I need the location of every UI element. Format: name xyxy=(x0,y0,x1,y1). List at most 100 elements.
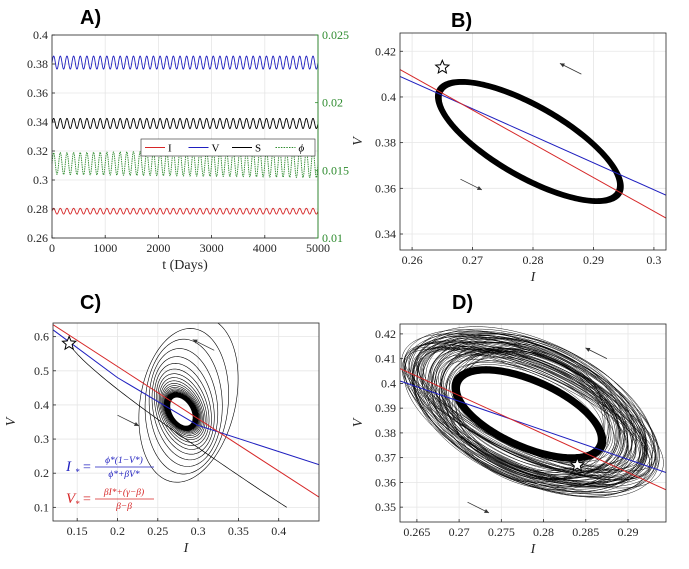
chaotic-trajectory xyxy=(413,334,642,485)
equation-denominator: ϕ*+βV* xyxy=(108,470,140,480)
x-tick-label: 1000 xyxy=(93,241,117,255)
y-tick-label: 0.39 xyxy=(375,401,396,415)
y-tick-label: 0.4 xyxy=(34,398,49,412)
chaotic-trajectory xyxy=(408,342,653,481)
chaotic-trajectory xyxy=(408,336,647,486)
x-tick-label: 2000 xyxy=(146,241,170,255)
y2-tick-label: 0.02 xyxy=(322,96,343,110)
legend-label-V: V xyxy=(212,143,220,155)
y-tick-label: 0.35 xyxy=(375,500,396,514)
chaotic-trajectory xyxy=(401,333,657,487)
legend-label-ϕ: ϕ xyxy=(299,143,305,155)
chaotic-trajectory xyxy=(440,359,628,467)
trajectory xyxy=(68,343,287,508)
y-tick-label: 0.4 xyxy=(381,90,396,104)
x-tick-label: 0.265 xyxy=(403,525,430,539)
chaotic-trajectory xyxy=(438,354,632,466)
y-tick-label: 0.4 xyxy=(33,28,48,42)
x-axis-label: I xyxy=(183,541,190,556)
inner-ring xyxy=(451,366,607,462)
chaotic-trajectory xyxy=(443,349,618,480)
chaotic-trajectory xyxy=(441,347,625,474)
x-tick-label: 0.26 xyxy=(402,253,423,267)
nullcline-blue xyxy=(53,329,319,466)
chaotic-trajectory xyxy=(422,341,646,487)
x-tick-label: 0.35 xyxy=(228,524,249,538)
equation-subscript: * xyxy=(75,499,80,509)
chaotic-trajectory xyxy=(416,333,647,494)
chaotic-trajectory xyxy=(405,341,664,489)
x-tick-label: 0.275 xyxy=(488,525,515,539)
y-tick-label: 0.37 xyxy=(375,451,396,465)
y-tick-label: 0.34 xyxy=(27,115,48,129)
chaotic-trajectory xyxy=(426,333,634,488)
nullcline-red xyxy=(400,69,666,219)
y2-tick-label: 0.015 xyxy=(322,163,349,177)
x-tick-label: 0.3 xyxy=(646,253,661,267)
x-tick-label: 0.29 xyxy=(618,525,639,539)
arrow-head xyxy=(585,347,591,352)
axes-frame xyxy=(52,322,320,522)
y-tick-label: 0.38 xyxy=(375,136,396,150)
y-tick-label: 0.42 xyxy=(375,327,396,341)
star-marker xyxy=(61,335,78,351)
x-tick-label: 5000 xyxy=(306,241,330,255)
y-tick-label: 0.26 xyxy=(27,231,48,245)
equation-lhs: I xyxy=(65,459,72,475)
equation-equals: = xyxy=(83,492,91,507)
x-tick-label: 0.15 xyxy=(67,524,88,538)
nullcline-equation: V * = βI*+(γ−β) β−β xyxy=(66,487,154,512)
y-axis-label: V xyxy=(351,136,366,146)
y2-tick-label: 0.025 xyxy=(322,28,349,42)
chaotic-trajectory xyxy=(410,326,656,497)
y-tick-label: 0.28 xyxy=(27,202,48,216)
legend-label-S: S xyxy=(255,143,261,155)
panel-a: 0 1000 2000 3000 4000 5000 0.26 0.28 0.3 0.32 0.34… xyxy=(27,7,349,273)
plot-area xyxy=(400,326,666,514)
y-tick-label: 0.32 xyxy=(27,144,48,158)
chaotic-trajectory xyxy=(448,351,620,477)
x-tick-label: 0.28 xyxy=(533,525,554,539)
equation-numerator: ϕ*(1−V*) xyxy=(105,455,143,466)
y-tick-label: 0.34 xyxy=(375,227,396,241)
x-tick-label: 0.25 xyxy=(147,524,168,538)
arrow-head xyxy=(476,185,482,190)
arrow-head xyxy=(559,63,565,68)
chaotic-trajectory xyxy=(416,346,650,479)
plot-area xyxy=(400,58,666,219)
y-tick-label: 0.36 xyxy=(375,181,396,195)
chaotic-trajectory xyxy=(401,340,656,485)
plot-area: I * = ϕ*(1−V*)ϕ*+βV*V * = βI*+(γ−β)β−β xyxy=(53,323,319,512)
y-tick-label: 0.6 xyxy=(34,330,49,344)
arrow-head xyxy=(192,339,198,344)
y-tick-label: 0.41 xyxy=(375,352,396,366)
panel-label: C) xyxy=(80,292,101,314)
y-tick-label: 0.5 xyxy=(34,364,49,378)
legend-box xyxy=(140,138,316,157)
axes-frame xyxy=(399,32,667,251)
arrow-head xyxy=(484,508,490,513)
panel-label: D) xyxy=(452,292,473,314)
axes-frame xyxy=(51,34,319,239)
x-tick-label: 0.27 xyxy=(449,525,470,539)
star-marker xyxy=(569,456,586,472)
nullcline-red xyxy=(400,368,666,491)
limit-cycle xyxy=(434,78,624,205)
panel-label: B) xyxy=(451,10,472,32)
panel-d: 0.265 0.27 0.275 0.28 0.285 0.29 0.35 0.36 0.37 0… xyxy=(351,292,667,557)
y-tick-label: 0.36 xyxy=(375,475,396,489)
equation-lhs: V xyxy=(66,491,77,507)
x-tick-label: 0.285 xyxy=(572,525,599,539)
nullcline-equation: I * = ϕ*(1−V*) ϕ*+βV* xyxy=(65,455,154,480)
nullcline-red xyxy=(53,324,319,498)
legend-label-I: I xyxy=(168,143,172,155)
y-tick-label: 0.1 xyxy=(34,500,49,514)
y-tick-label: 0.2 xyxy=(34,466,49,480)
panel-c: I * = ϕ*(1−V*)ϕ*+βV*V * = βI*+(γ−β)β−β0.15 0.2 0… xyxy=(4,292,320,556)
nullcline-blue xyxy=(400,380,666,473)
x-axis-label: I xyxy=(530,542,537,557)
equation-equals: = xyxy=(83,460,91,475)
y-tick-label: 0.36 xyxy=(27,86,48,100)
